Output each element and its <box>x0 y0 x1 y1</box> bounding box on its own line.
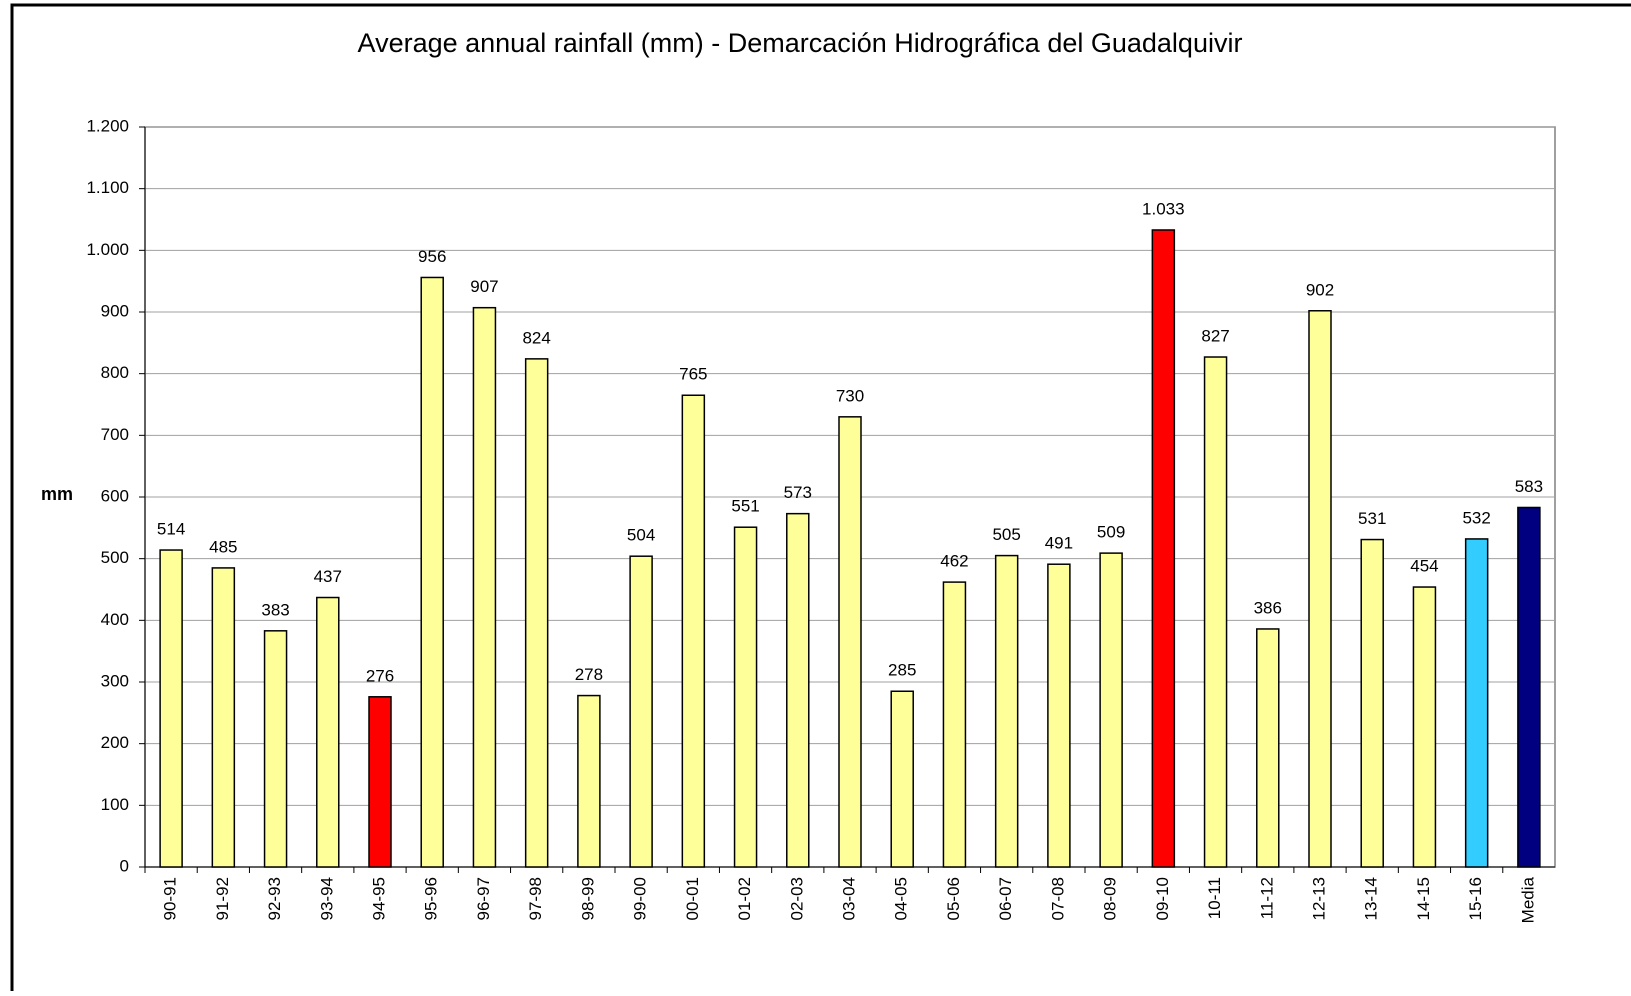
data-label: 551 <box>731 497 759 516</box>
x-tick-label: 98-99 <box>578 877 597 920</box>
bar <box>316 596 340 868</box>
bar <box>524 358 549 868</box>
x-tick-label: 95-96 <box>422 877 441 920</box>
y-tick-label: 0 <box>120 856 129 875</box>
data-label: 514 <box>157 520 185 539</box>
x-tick-label: 97-98 <box>526 877 545 920</box>
bar <box>472 306 497 868</box>
data-label: 383 <box>261 600 289 619</box>
bar <box>159 549 183 868</box>
y-tick-label: 1.200 <box>86 116 129 135</box>
bar <box>1099 552 1123 868</box>
data-label: 278 <box>575 665 603 684</box>
bar <box>1464 538 1489 868</box>
data-label: 491 <box>1045 534 1073 553</box>
data-label: 956 <box>418 247 446 266</box>
data-label: 285 <box>888 661 916 680</box>
x-tick-label: 06-07 <box>996 877 1015 920</box>
x-tick-label: 90-91 <box>161 877 180 920</box>
data-label: 532 <box>1462 508 1490 527</box>
x-tick-label: 94-95 <box>369 877 388 920</box>
y-tick-label: 900 <box>101 301 129 320</box>
bar <box>942 581 967 868</box>
x-tick-label: 11-12 <box>1257 877 1276 919</box>
data-label: 437 <box>314 567 342 586</box>
bar <box>1517 506 1541 868</box>
data-label: 386 <box>1254 598 1282 617</box>
y-tick-label: 400 <box>101 610 129 629</box>
data-label: 827 <box>1201 327 1229 346</box>
y-tick-label: 1.000 <box>86 240 129 259</box>
y-tick-label: 1.100 <box>86 178 129 197</box>
y-tick-label: 700 <box>101 425 129 444</box>
y-tick-label: 500 <box>101 548 129 567</box>
data-label: 824 <box>522 328 550 347</box>
data-label: 462 <box>940 552 968 571</box>
bar <box>629 555 653 868</box>
x-tick-label: 93-94 <box>317 877 336 920</box>
data-label: 504 <box>627 526 655 545</box>
bar <box>681 394 706 868</box>
x-tick-label: 09-10 <box>1153 877 1172 920</box>
bar <box>263 630 288 868</box>
x-tick-label: 07-08 <box>1048 877 1067 920</box>
x-tick-label: 10-11 <box>1205 877 1224 919</box>
data-label: 1.033 <box>1142 199 1185 218</box>
data-label: 573 <box>784 483 812 502</box>
bar <box>577 694 601 868</box>
y-tick-label: 800 <box>101 363 129 382</box>
y-tick-label: 300 <box>101 671 129 690</box>
x-tick-label: 03-04 <box>839 877 858 920</box>
x-tick-label: 02-03 <box>787 877 806 920</box>
bar <box>1151 229 1176 868</box>
x-tick-label: 12-13 <box>1309 877 1328 920</box>
x-tick-label: 14-15 <box>1414 877 1433 920</box>
data-label: 531 <box>1358 509 1386 528</box>
bar <box>211 567 236 868</box>
x-tick-label: 01-02 <box>735 877 754 920</box>
bar <box>994 554 1019 868</box>
x-tick-label: Media <box>1518 876 1537 923</box>
x-tick-label: 92-93 <box>265 877 284 920</box>
data-label: 730 <box>836 386 864 405</box>
data-label: 454 <box>1410 557 1438 576</box>
bar <box>890 690 914 868</box>
y-axis-label: mm <box>41 484 73 504</box>
bar <box>1256 628 1280 868</box>
y-tick-label: 600 <box>101 486 129 505</box>
x-tick-label: 13-14 <box>1362 877 1381 920</box>
x-tick-label: 08-09 <box>1101 877 1120 920</box>
y-tick-label: 200 <box>101 733 129 752</box>
data-label: 505 <box>992 525 1020 544</box>
bar <box>838 416 862 868</box>
bar <box>420 276 444 868</box>
bar <box>1203 356 1228 868</box>
x-tick-label: 15-16 <box>1466 877 1485 920</box>
bar <box>1308 310 1332 868</box>
chart-title: Average annual rainfall (mm) - Demarcaci… <box>358 28 1243 58</box>
x-tick-label: 96-97 <box>474 877 493 920</box>
bar <box>1360 538 1384 868</box>
data-label: 765 <box>679 365 707 384</box>
data-label: 509 <box>1097 523 1125 542</box>
x-tick-label: 99-00 <box>631 877 650 920</box>
data-label: 276 <box>366 666 394 685</box>
bar <box>368 696 392 868</box>
data-label: 902 <box>1306 280 1334 299</box>
bar <box>1047 563 1071 868</box>
x-tick-label: 04-05 <box>892 877 911 920</box>
bar <box>786 512 810 868</box>
data-label: 485 <box>209 537 237 556</box>
x-tick-label: 05-06 <box>944 877 963 920</box>
y-tick-label: 100 <box>101 795 129 814</box>
x-tick-label: 91-92 <box>213 877 232 920</box>
bar <box>1412 586 1437 868</box>
data-label: 583 <box>1515 477 1543 496</box>
data-label: 907 <box>470 277 498 296</box>
bar <box>733 526 758 868</box>
x-tick-label: 00-01 <box>683 877 702 920</box>
